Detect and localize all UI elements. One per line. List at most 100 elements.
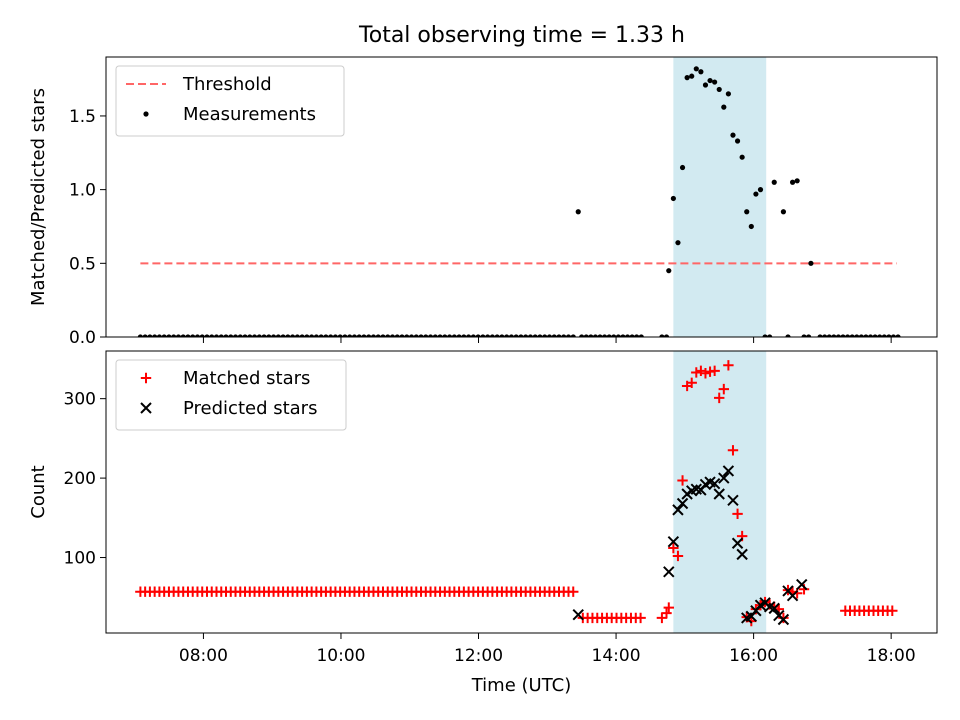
measurement-point	[757, 187, 764, 193]
measurement-point	[461, 334, 467, 337]
measurement-point	[739, 154, 745, 160]
measurement-point	[470, 334, 476, 337]
measurement-point	[826, 334, 832, 337]
measurement-point	[285, 334, 291, 337]
predicted-stars-point	[722, 465, 735, 477]
ratio-y-tick-label: 0.0	[69, 328, 96, 348]
matched-stars-point	[568, 586, 579, 597]
count-y-tick-label: 100	[64, 549, 96, 569]
matched-stars-point	[656, 612, 668, 624]
measurement-point	[213, 334, 220, 337]
measurement-point	[663, 334, 670, 337]
measurement-point	[161, 334, 167, 337]
measurement-point	[370, 334, 377, 337]
measurement-point	[394, 334, 400, 337]
figure-title: Total observing time = 1.33 h	[358, 23, 685, 48]
x-tick-label: 18:00	[867, 646, 916, 666]
measurement-point	[256, 334, 262, 337]
measurement-point	[347, 334, 353, 337]
measurement-point	[399, 334, 405, 337]
measurement-point	[361, 334, 367, 337]
measurement-point	[725, 91, 731, 97]
measurement-point	[721, 104, 727, 110]
predicted-stars-point	[672, 504, 684, 516]
matched-stars-point	[718, 383, 730, 395]
measurement-point	[801, 334, 807, 337]
measurement-point	[342, 334, 348, 337]
measurement-point	[190, 334, 196, 337]
measurement-point	[247, 334, 253, 337]
legend-matched-stars-swatch	[140, 372, 152, 384]
measurement-point	[638, 334, 644, 337]
measurement-point	[199, 334, 205, 337]
measurement-point	[561, 334, 567, 337]
measurement-point	[881, 334, 887, 337]
measurement-point	[152, 334, 158, 337]
count-legend-box	[115, 359, 347, 431]
measurement-point	[570, 334, 576, 337]
measurement-point	[817, 334, 823, 337]
measurement-point	[831, 334, 837, 337]
predicted-stars-point	[718, 472, 730, 484]
ratio-legend-box	[115, 65, 345, 137]
time-x-axis-label: Time (UTC)	[471, 675, 572, 696]
matched-stars-point	[635, 612, 646, 624]
count-y-axis-label: Count	[28, 465, 49, 518]
measurement-point	[698, 69, 704, 75]
measurement-point	[451, 334, 457, 337]
measurement-point	[666, 268, 672, 274]
measurement-point	[679, 164, 686, 171]
measurement-point	[218, 334, 224, 337]
predicted-stars-point	[708, 477, 721, 490]
x-tick-label: 10:00	[316, 646, 365, 666]
ratio-y-tick-label: 0.5	[69, 254, 96, 274]
measurement-point	[408, 334, 415, 337]
measurement-point	[313, 334, 319, 337]
measurement-point	[142, 334, 148, 337]
measurement-point	[730, 132, 736, 138]
predicted-stars-point	[786, 589, 799, 602]
measurement-point	[565, 334, 572, 337]
measurement-point	[332, 334, 339, 337]
predicted-stars-point	[713, 488, 725, 500]
measurement-point	[237, 334, 243, 337]
measurement-point	[854, 334, 860, 337]
measurement-point	[446, 334, 453, 337]
measurement-point	[475, 334, 481, 337]
measurement-point	[620, 334, 626, 337]
measurement-point	[385, 334, 391, 337]
measurement-point	[822, 334, 828, 337]
matched-stars-point	[661, 607, 672, 619]
measurement-point	[734, 138, 741, 144]
measurement-point	[137, 334, 143, 337]
ratio-y-axis-label: Matched/Predicted stars	[28, 88, 49, 306]
measurement-point	[835, 334, 842, 337]
measurement-point	[166, 334, 172, 337]
measurement-point	[266, 334, 272, 337]
measurement-point	[290, 334, 296, 337]
measurement-point	[508, 334, 515, 337]
predicted-stars-point	[736, 548, 748, 561]
matched-stars-point	[663, 602, 674, 613]
measurement-point	[280, 334, 286, 337]
measurement-point	[693, 66, 699, 72]
measurement-point	[583, 334, 589, 337]
measurement-point	[437, 334, 443, 337]
measurement-point	[147, 334, 153, 337]
measurement-point	[223, 334, 229, 337]
measurement-point	[753, 191, 759, 197]
predicted-stars-point	[731, 537, 744, 549]
legend-measurements-swatch	[143, 111, 149, 117]
legend-matched-stars-label: Matched stars	[183, 368, 310, 389]
matched-stars-point	[672, 550, 684, 562]
predicted-stars-point	[727, 494, 739, 507]
measurement-point	[309, 334, 315, 337]
measurement-point	[204, 334, 210, 337]
count-plot-frame	[105, 350, 938, 634]
ratio-subplot: 0.0 0.5 1.0 1.5 Matched/Predicted stars Thr…	[28, 56, 938, 348]
matched-stars-point	[691, 367, 702, 378]
measurement-point	[675, 240, 681, 246]
measurement-point	[518, 334, 524, 337]
ratio-legend: Threshold Measurements	[115, 65, 345, 137]
